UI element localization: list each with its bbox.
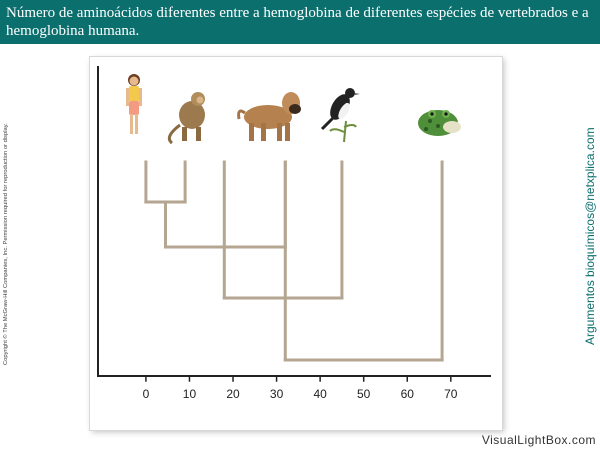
x-tick-label: 30	[270, 387, 284, 401]
x-axis-ticks: 0 10 20 30 40 50 60 70	[143, 375, 458, 401]
x-tick-label: 70	[444, 387, 458, 401]
monkey-icon	[167, 92, 205, 145]
frog-icon	[418, 110, 461, 136]
dog-icon	[237, 92, 301, 141]
x-tick-label: 60	[401, 387, 415, 401]
x-tick-label: 0	[143, 387, 150, 401]
page-title: Número de aminoácidos diferentes entre a…	[6, 5, 589, 39]
copyright-notice: Copyright © The McGraw-Hill Companies, I…	[3, 123, 9, 365]
chart-axes	[97, 66, 491, 377]
human-icon	[126, 74, 142, 134]
tree-branches	[144, 160, 444, 362]
x-tick-label: 50	[357, 387, 371, 401]
side-credit: Argumentos bioquímicos@netxplica.com	[583, 127, 597, 345]
x-tick-label: 40	[313, 387, 327, 401]
figure-panel: 0 10 20 30 40 50 60 70	[90, 57, 502, 430]
phylogeny-chart: 0 10 20 30 40 50 60 70	[97, 66, 491, 401]
watermark: VisualLightBox.com	[481, 433, 596, 447]
bird-icon	[320, 88, 360, 143]
x-tick-label: 10	[183, 387, 197, 401]
x-tick-label: 20	[226, 387, 240, 401]
title-banner: Número de aminoácidos diferentes entre a…	[0, 0, 600, 44]
